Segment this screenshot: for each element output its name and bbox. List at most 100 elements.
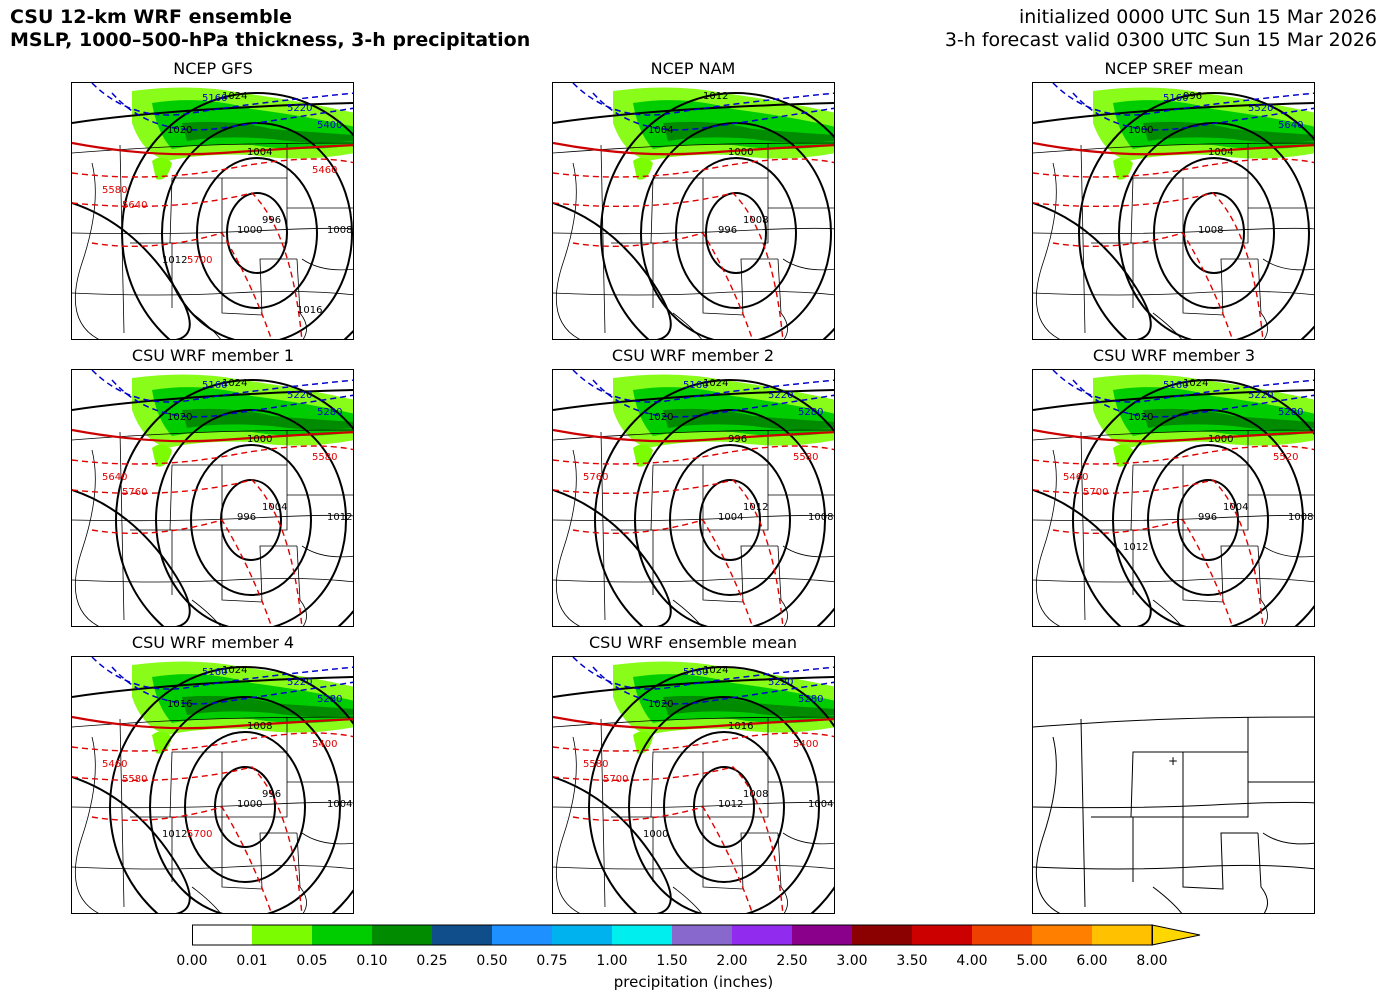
figure-title-line2: MSLP, 1000–500-hPa thickness, 3-h precip… bbox=[10, 29, 531, 51]
valid-time-text: 3-h forecast valid 0300 UTC Sun 15 Mar 2… bbox=[944, 29, 1377, 51]
colorbar-swatch bbox=[732, 925, 792, 945]
colorbar-swatch bbox=[1032, 925, 1092, 945]
colorbar-swatch bbox=[252, 925, 312, 945]
colorbar-swatch bbox=[972, 925, 1032, 945]
colorbar-tick-label: 2.00 bbox=[716, 953, 748, 969]
panel-title-member1: CSU WRF member 1 bbox=[131, 346, 295, 365]
thickness-540-line bbox=[72, 715, 353, 730]
isobar-label: 1000 bbox=[643, 829, 668, 840]
thickness-warm-lines bbox=[1033, 158, 1314, 339]
thickness-warm-lines bbox=[1033, 445, 1314, 626]
map-panel-member2: 1024 1020 996 1004 1012 1008 5160 5220 5280 5580 5… bbox=[552, 369, 835, 627]
isobar-label: 996 bbox=[728, 434, 747, 445]
thickness-label: 5220 bbox=[1248, 390, 1273, 401]
thickness-label: 5160 bbox=[683, 380, 708, 391]
colorbar-tick-label: 3.00 bbox=[836, 953, 868, 969]
isobar-label: 1016 bbox=[167, 699, 192, 710]
isobar-label: 1012 bbox=[162, 255, 187, 266]
thickness-label: 5640 bbox=[1278, 120, 1303, 131]
isobar-label: 1004 bbox=[808, 799, 833, 810]
colorbar-tick-label: 8.00 bbox=[1136, 953, 1168, 969]
thickness-label: 5580 bbox=[793, 452, 818, 463]
thickness-label: 5280 bbox=[317, 407, 342, 418]
isobar-label: 1012 bbox=[327, 512, 352, 523]
thickness-cold-lines bbox=[572, 370, 834, 418]
colorbar-tick-label: 0.10 bbox=[356, 953, 388, 969]
thickness-label: 5520 bbox=[1248, 103, 1273, 114]
isobar-label: 1000 bbox=[247, 434, 272, 445]
isobar-label: 996 bbox=[262, 789, 281, 800]
colorbar-swatches bbox=[192, 924, 1201, 946]
map-panel-reference: + bbox=[1032, 656, 1315, 914]
isobar-label: 1024 bbox=[222, 665, 247, 676]
colorbar-tick-label: 0.25 bbox=[416, 953, 448, 969]
isobar-label: 1012 bbox=[1123, 542, 1148, 553]
map-panel-ensmean: 1024 1020 1016 1012 1008 1004 1000 5160 5220 5280… bbox=[552, 656, 835, 914]
thickness-label: 5220 bbox=[287, 677, 312, 688]
thickness-label: 5400 bbox=[317, 120, 342, 131]
colorbar-extend-arrow bbox=[1151, 924, 1201, 946]
map-canvas: 996 1000 1004 1008 5160 5520 5640 bbox=[1033, 83, 1314, 339]
isobar-label: 1000 bbox=[237, 225, 262, 236]
isobar-lines bbox=[553, 379, 834, 626]
isobar-label: 996 bbox=[237, 512, 256, 523]
colorbar-swatch bbox=[432, 925, 492, 945]
thickness-cold-lines bbox=[1052, 370, 1314, 418]
thickness-label: 5460 bbox=[312, 165, 337, 176]
contour-labels: 996 1000 1004 1008 5160 5520 5640 bbox=[1128, 91, 1303, 236]
colorbar-swatch bbox=[612, 925, 672, 945]
isobar-label: 1012 bbox=[162, 829, 187, 840]
isobar-label: 1008 bbox=[1288, 512, 1313, 523]
thickness-540-line bbox=[1033, 141, 1314, 156]
panel-title-sref: NCEP SREF mean bbox=[1104, 59, 1244, 78]
isobar-label: 1004 bbox=[247, 147, 272, 158]
isobar-label: 1024 bbox=[703, 378, 728, 389]
isobar-label: 1004 bbox=[327, 799, 352, 810]
thickness-label: 5160 bbox=[1163, 93, 1188, 104]
colorbar-tick-label: 1.50 bbox=[656, 953, 688, 969]
thickness-label: 5220 bbox=[768, 677, 793, 688]
state-borders bbox=[1033, 716, 1314, 913]
state-borders bbox=[1033, 142, 1314, 339]
colorbar-swatch bbox=[552, 925, 612, 945]
map-panel-member1: 1024 1020 1000 996 1004 1012 5160 5220 5280 5580 5… bbox=[71, 369, 354, 627]
isobar-label: 1000 bbox=[728, 147, 753, 158]
isobar-label: 1020 bbox=[1128, 412, 1153, 423]
thickness-label: 5280 bbox=[1278, 407, 1303, 418]
isobar-label: 1004 bbox=[1208, 147, 1233, 158]
isobar-label: 996 bbox=[1183, 91, 1202, 102]
thickness-cold-lines bbox=[1052, 83, 1314, 131]
isobar-label: 996 bbox=[1198, 512, 1217, 523]
contour-labels: 1024 1020 1000 996 1004 1012 5160 5220 5280 5580 5… bbox=[102, 378, 352, 523]
thickness-cold-lines bbox=[91, 370, 353, 418]
isobar-label: 1020 bbox=[648, 699, 673, 710]
colorbar-swatch bbox=[912, 925, 972, 945]
map-panel-member4: 1024 1016 1008 1000 996 1004 1012 5160 5220 5280 5… bbox=[71, 656, 354, 914]
colorbar-swatch bbox=[372, 925, 432, 945]
thickness-label: 5700 bbox=[187, 829, 212, 840]
isobar-label: 1008 bbox=[743, 215, 768, 226]
colorbar-tick-label: 0.01 bbox=[236, 953, 268, 969]
isobar-label: 996 bbox=[262, 215, 281, 226]
thickness-label: 5280 bbox=[317, 694, 342, 705]
thickness-cold-lines bbox=[572, 657, 834, 705]
panel-title-member4: CSU WRF member 4 bbox=[131, 633, 295, 652]
isobar-label: 1016 bbox=[297, 305, 322, 316]
isobar-label: 1004 bbox=[1223, 502, 1248, 513]
panel-title-gfs: NCEP GFS bbox=[173, 59, 253, 78]
thickness-label: 5280 bbox=[798, 407, 823, 418]
colorbar-swatch bbox=[792, 925, 852, 945]
panel-title-ensmean: CSU WRF ensemble mean bbox=[588, 633, 797, 652]
colorbar-label: precipitation (inches) bbox=[613, 973, 774, 991]
thickness-label: 5160 bbox=[202, 667, 227, 678]
map-panel-nam: 1012 1004 1000 996 1008 bbox=[552, 82, 835, 340]
isobar-lines bbox=[72, 92, 353, 339]
thickness-warm-lines bbox=[72, 732, 353, 913]
